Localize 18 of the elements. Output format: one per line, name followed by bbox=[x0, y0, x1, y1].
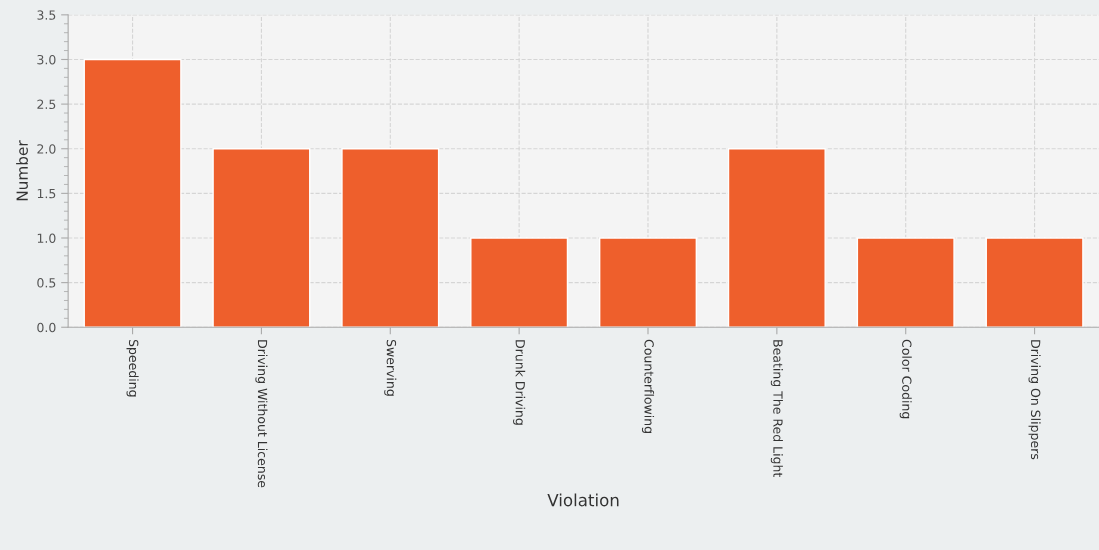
x-tick-label: Drunk Driving bbox=[513, 340, 526, 425]
y-tick-label: 1.5 bbox=[37, 189, 56, 199]
x-tick-label: Speeding bbox=[126, 339, 139, 397]
x-tick-label: Driving On Slippers bbox=[1028, 340, 1041, 460]
x-tick-label: Counterflowing bbox=[641, 339, 655, 433]
x-tick-label: Color Coding bbox=[899, 339, 912, 419]
y-tick-label: 0.5 bbox=[37, 278, 56, 288]
x-axis-title: Violation bbox=[547, 493, 619, 507]
y-tick-label: 2.5 bbox=[37, 99, 56, 110]
y-tick-label: 3.5 bbox=[37, 10, 56, 20]
y-axis-title: Number bbox=[16, 140, 28, 201]
x-tick-label: Swerving bbox=[384, 339, 397, 396]
y-tick-label: 0.0 bbox=[37, 322, 56, 333]
y-tick-label: 2.0 bbox=[37, 144, 56, 154]
x-tick-label: Beating The Red Light bbox=[770, 340, 783, 478]
x-tick-label: Driving Without License bbox=[255, 340, 268, 488]
y-tick-label: 1.0 bbox=[37, 233, 56, 243]
y-tick-label: 3.0 bbox=[37, 54, 56, 65]
